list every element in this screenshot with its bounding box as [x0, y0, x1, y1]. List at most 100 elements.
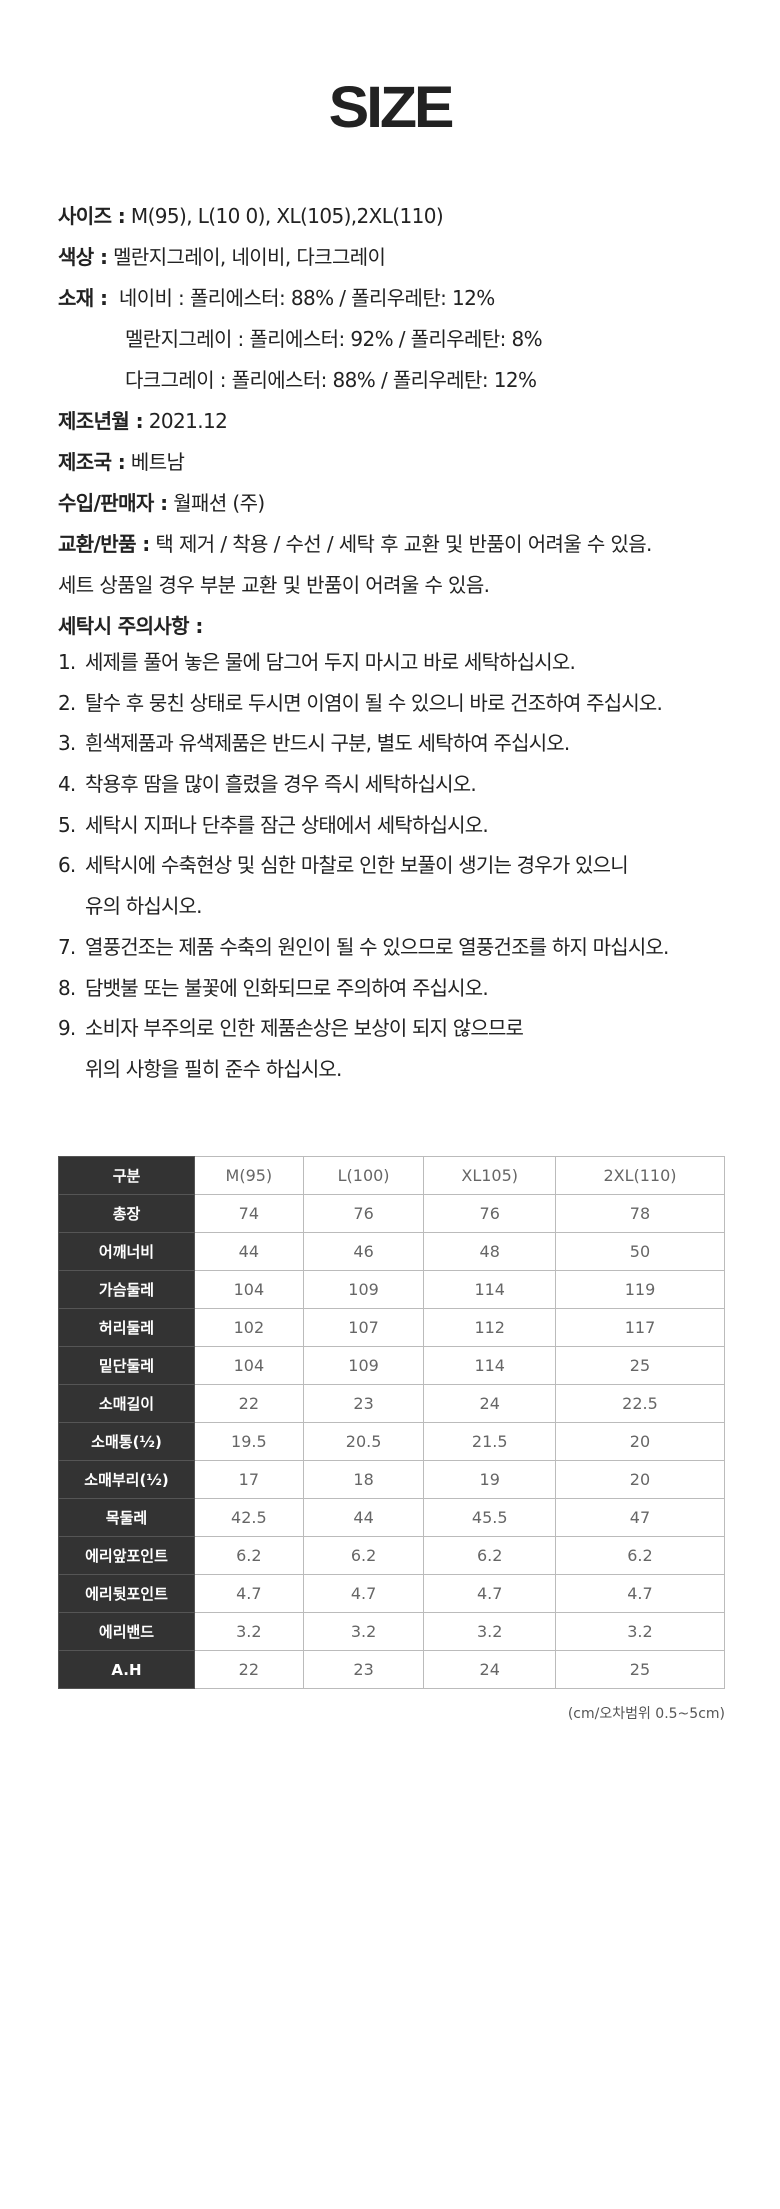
- value-cell: 23: [302, 1650, 425, 1689]
- info-line: 색상 : 멜란지그레이, 네이비, 다크그레이: [58, 237, 758, 278]
- row-label-cell: 구분: [58, 1156, 195, 1195]
- care-item-continued: 유의 하십시오.: [85, 894, 203, 919]
- value-cell: 22: [194, 1384, 304, 1423]
- care-item-continued: 위의 사항을 필히 준수 하십시오.: [85, 1056, 342, 1081]
- care-item: 7. 열풍건조는 제품 수축의 원인이 될 수 있으므로 열풍건조를 하지 마십시…: [58, 927, 768, 968]
- value-cell: 76: [302, 1194, 425, 1233]
- info-line: 세탁시 주의사항 :: [58, 606, 758, 647]
- care-item: 5. 세탁시 지퍼나 단추를 잠근 상태에서 세탁하십시오.: [58, 805, 768, 846]
- value-cell: 44: [194, 1232, 304, 1271]
- value-cell: 4.7: [194, 1574, 304, 1613]
- value-cell: 20: [554, 1460, 726, 1499]
- table-row: A.H 22 23 24 25: [58, 1650, 726, 1689]
- info-line: 세트 상품일 경우 부분 교환 및 반품이 어려울 수 있음.: [58, 565, 758, 606]
- info-value: 다크그레이 : 폴리에스터: 88% / 폴리우레탄: 12%: [125, 368, 537, 392]
- table-row: 소매통(½) 19.5 20.5 21.5 20: [58, 1422, 726, 1461]
- value-cell: 48: [423, 1232, 556, 1271]
- care-number: 8.: [58, 975, 76, 1000]
- care-number: 2.: [58, 690, 76, 715]
- row-label-cell: 목둘레: [58, 1498, 195, 1537]
- care-text: 담뱃불 또는 불꽃에 인화되므로 주의하여 주십시오.: [85, 975, 489, 1000]
- value-cell: 44: [302, 1498, 425, 1537]
- care-number: 3.: [58, 731, 76, 756]
- info-line: 소재 : 네이비 : 폴리에스터: 88% / 폴리우레탄: 12%: [58, 278, 758, 319]
- care-text: 착용후 땀을 많이 흘렸을 경우 즉시 세탁하십시오.: [85, 772, 477, 797]
- size-header-cell: M(95): [194, 1156, 304, 1195]
- size-header-cell: 2XL(110): [554, 1156, 726, 1195]
- row-label-cell: 허리둘레: [58, 1308, 195, 1347]
- table-row: 소매부리(½) 17 18 19 20: [58, 1460, 726, 1499]
- value-cell: 78: [554, 1194, 726, 1233]
- care-item: 4. 착용후 땀을 많이 흘렸을 경우 즉시 세탁하십시오.: [58, 764, 768, 805]
- value-cell: 24: [423, 1650, 556, 1689]
- row-label-cell: 에리밴드: [58, 1612, 195, 1651]
- care-text: 세탁시에 수축현상 및 심한 마찰로 인한 보풀이 생기는 경우가 있으니: [85, 853, 629, 878]
- info-label: 수입/판매자 :: [58, 491, 168, 515]
- value-cell: 119: [554, 1270, 726, 1309]
- info-label: 제조년월 :: [58, 409, 144, 433]
- table-row: 어깨너비 44 46 48 50: [58, 1232, 726, 1271]
- table-row: 소매길이 22 23 24 22.5: [58, 1384, 726, 1423]
- row-label-cell: 총장: [58, 1194, 195, 1233]
- row-label-cell: 소매길이: [58, 1384, 195, 1423]
- value-cell: 6.2: [423, 1536, 556, 1575]
- value-cell: 102: [194, 1308, 304, 1347]
- value-cell: 74: [194, 1194, 304, 1233]
- value-cell: 109: [302, 1346, 425, 1385]
- value-cell: 47: [554, 1498, 726, 1537]
- info-label: 소재 :: [58, 286, 108, 310]
- row-label-cell: 소매부리(½): [58, 1460, 195, 1499]
- value-cell: 112: [423, 1308, 556, 1347]
- table-row: 총장 74 76 76 78: [58, 1194, 726, 1233]
- care-number: 7.: [58, 934, 76, 959]
- value-cell: 3.2: [554, 1612, 726, 1651]
- care-item: 9. 소비자 부주의로 인한 제품손상은 보상이 되지 않으므로: [58, 1008, 768, 1049]
- value-cell: 20.5: [302, 1422, 425, 1461]
- value-cell: 107: [302, 1308, 425, 1347]
- measurement-note: (cm/오차범위 0.5~5cm): [567, 1706, 725, 1722]
- row-label-cell: 가슴둘레: [58, 1270, 195, 1309]
- value-cell: 20: [554, 1422, 726, 1461]
- care-instructions: 1. 세제를 풀어 놓은 물에 담그어 두지 마시고 바로 세탁하십시오. 2. 탈수…: [58, 642, 768, 1090]
- info-value: 멜란지그레이, 네이비, 다크그레이: [107, 245, 386, 269]
- value-cell: 3.2: [423, 1612, 556, 1651]
- value-cell: 18: [302, 1460, 425, 1499]
- size-header-cell: L(100): [302, 1156, 425, 1195]
- care-number: 1.: [58, 650, 76, 674]
- table-row: 목둘레 42.5 44 45.5 47: [58, 1498, 726, 1537]
- value-cell: 17: [194, 1460, 304, 1499]
- row-label-cell: 어깨너비: [58, 1232, 195, 1271]
- value-cell: 109: [302, 1270, 425, 1309]
- info-value: 2021.12: [142, 409, 228, 433]
- value-cell: 6.2: [554, 1536, 726, 1575]
- value-cell: 46: [302, 1232, 425, 1271]
- care-number: 6.: [58, 853, 76, 878]
- care-text: 탈수 후 뭉친 상태로 두시면 이염이 될 수 있으니 바로 건조하여 주십시오…: [85, 690, 663, 715]
- value-cell: 19.5: [194, 1422, 304, 1461]
- value-cell: 6.2: [302, 1536, 425, 1575]
- value-cell: 42.5: [194, 1498, 304, 1537]
- info-value: 택 제거 / 착용 / 수선 / 세탁 후 교환 및 반품이 어려울 수 있음.: [149, 532, 652, 556]
- info-line: 멜란지그레이 : 폴리에스터: 92% / 폴리우레탄: 8%: [58, 319, 758, 360]
- page-title: SIZE: [328, 75, 455, 140]
- care-item: 1. 세제를 풀어 놓은 물에 담그어 두지 마시고 바로 세탁하십시오.: [58, 642, 768, 683]
- product-info: 사이즈 : M(95), L(10 0), XL(105),2XL(110) 색상…: [58, 196, 758, 647]
- value-cell: 21.5: [423, 1422, 556, 1461]
- value-cell: 114: [423, 1270, 556, 1309]
- care-item: 3. 흰색제품과 유색제품은 반드시 구분, 별도 세탁하여 주십시오.: [58, 723, 768, 764]
- row-label-cell: A.H: [58, 1650, 195, 1689]
- care-number: 9.: [58, 1016, 76, 1041]
- value-cell: 19: [423, 1460, 556, 1499]
- care-number: 4.: [58, 772, 76, 797]
- table-row: 에리뒷포인트 4.7 4.7 4.7 4.7: [58, 1574, 726, 1613]
- value-cell: 104: [194, 1346, 304, 1385]
- value-cell: 23: [302, 1384, 425, 1423]
- info-line: 수입/판매자 : 월패션 (주): [58, 483, 758, 524]
- table-row: 에리앞포인트 6.2 6.2 6.2 6.2: [58, 1536, 726, 1575]
- care-text: 소비자 부주의로 인한 제품손상은 보상이 되지 않으므로: [85, 1016, 524, 1041]
- row-label-cell: 에리앞포인트: [58, 1536, 195, 1575]
- info-line: 제조년월 : 2021.12: [58, 401, 758, 442]
- info-line: 다크그레이 : 폴리에스터: 88% / 폴리우레탄: 12%: [58, 360, 758, 401]
- info-value: 멜란지그레이 : 폴리에스터: 92% / 폴리우레탄: 8%: [125, 327, 543, 351]
- size-table: 구분 M(95) L(100) XL105) 2XL(110) 총장 74 76 76 78 어깨너…: [58, 1156, 726, 1689]
